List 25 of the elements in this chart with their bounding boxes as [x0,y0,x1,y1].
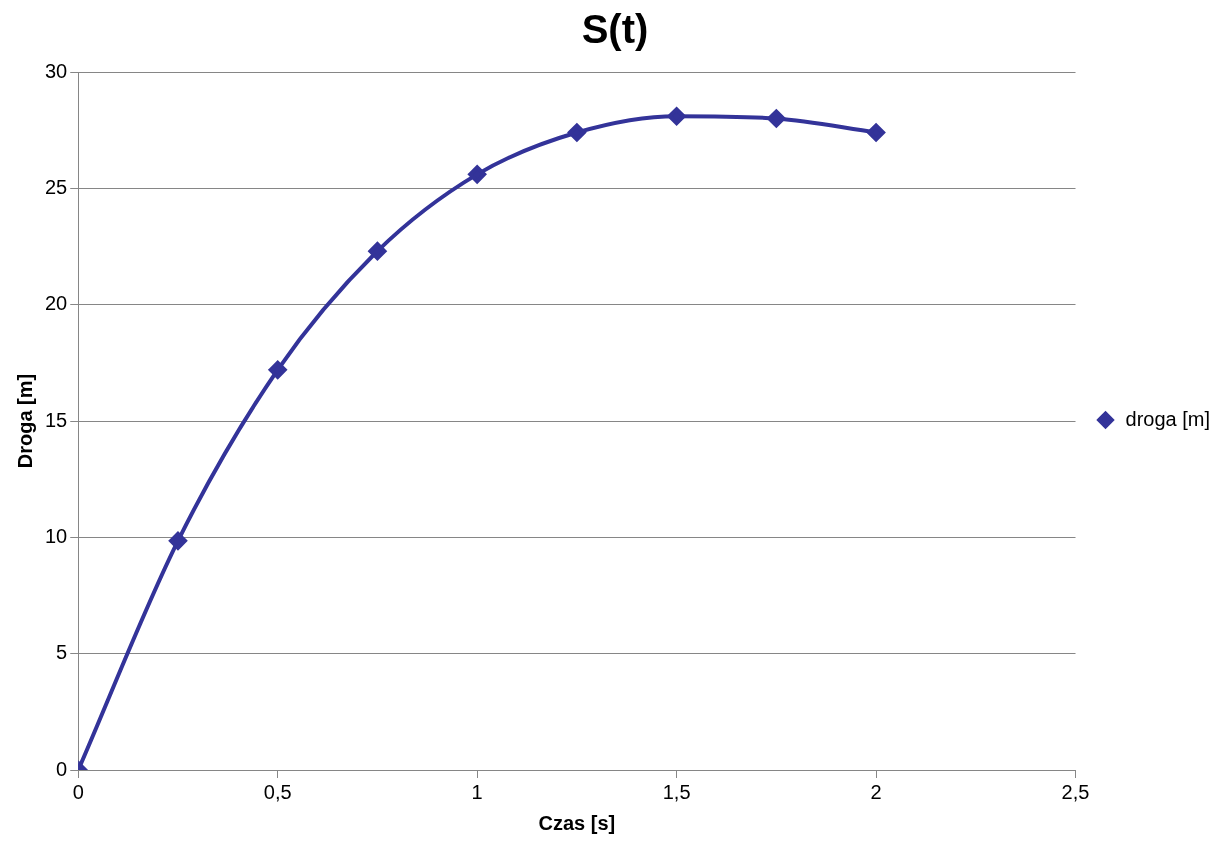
y-tick-label: 15 [45,408,68,431]
x-tick-label: 2,5 [1061,780,1090,803]
x-tick-label: 1 [471,780,483,803]
x-tick-label: 0,5 [263,780,292,803]
y-tick-label: 5 [56,641,68,664]
x-tick-label: 0 [72,780,84,803]
legend-label: droga [m] [1125,407,1210,430]
x-axis-title: Czas [s] [538,811,616,834]
y-axis-title: Droga [m] [13,373,36,469]
point [268,360,287,379]
point [168,531,187,550]
point [567,123,586,142]
point [468,165,487,184]
chart-title: S(t) [581,7,649,52]
point [368,242,387,261]
y-tick-label: 0 [56,757,68,780]
point [767,109,786,128]
y-tick-label: 25 [45,175,68,198]
y-tick-label: 30 [45,59,68,82]
point [867,123,886,142]
y-tick-label: 20 [45,292,68,315]
point [667,107,686,126]
y-tick-label: 10 [45,524,68,547]
x-tick-label: 2 [870,780,882,803]
x-tick-label: 1,5 [662,780,691,803]
